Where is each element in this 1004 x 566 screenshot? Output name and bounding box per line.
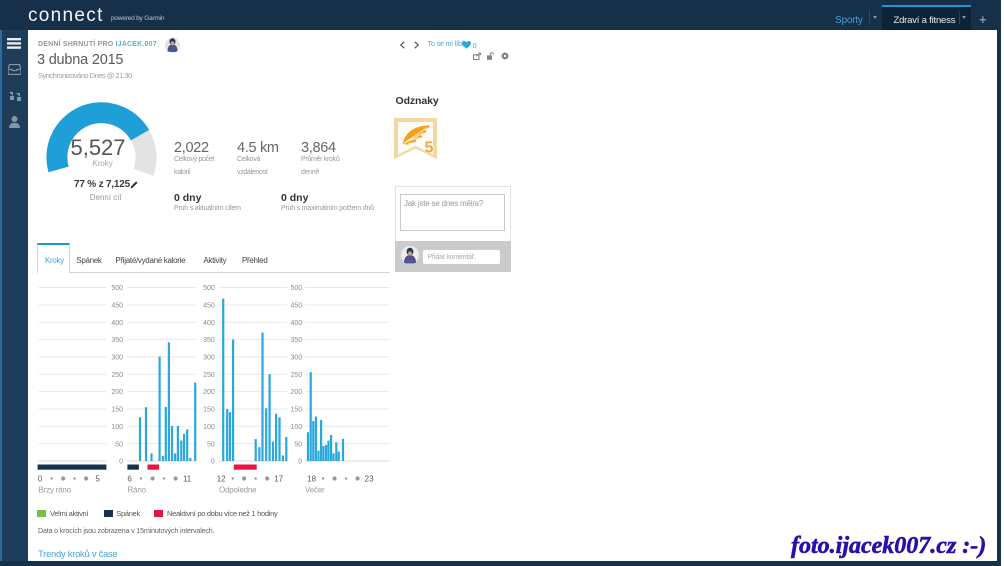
svg-text:50: 50	[207, 441, 215, 448]
svg-text:17: 17	[274, 475, 283, 484]
svg-text:350: 350	[203, 337, 215, 344]
svg-text:400: 400	[203, 320, 215, 327]
svg-text:450: 450	[291, 302, 303, 309]
svg-text:300: 300	[291, 355, 303, 362]
svg-text:400: 400	[291, 320, 303, 327]
svg-text:50: 50	[294, 441, 302, 448]
svg-text:0: 0	[211, 459, 215, 466]
svg-text:5: 5	[95, 475, 100, 484]
svg-text:6: 6	[127, 475, 132, 484]
svg-text:0: 0	[298, 459, 302, 466]
svg-text:350: 350	[291, 337, 303, 344]
svg-text:18: 18	[307, 475, 316, 484]
svg-text:500: 500	[291, 285, 303, 292]
svg-text:250: 250	[291, 372, 303, 379]
svg-text:23: 23	[365, 475, 374, 484]
svg-text:250: 250	[111, 372, 123, 379]
svg-text:500: 500	[111, 285, 123, 292]
svg-text:300: 300	[111, 355, 123, 362]
svg-text:Odpoledne: Odpoledne	[219, 486, 257, 495]
svg-text:0: 0	[38, 475, 43, 484]
svg-text:50: 50	[115, 441, 123, 448]
svg-text:100: 100	[291, 424, 303, 431]
svg-text:450: 450	[203, 302, 215, 309]
svg-text:350: 350	[111, 337, 123, 344]
svg-text:300: 300	[203, 355, 215, 362]
svg-text:0: 0	[119, 459, 123, 466]
svg-text:200: 200	[291, 389, 303, 396]
svg-text:150: 150	[291, 407, 303, 414]
svg-text:150: 150	[111, 407, 123, 414]
svg-text:100: 100	[203, 424, 215, 431]
svg-text:Večer: Večer	[305, 486, 325, 495]
svg-text:250: 250	[203, 372, 215, 379]
svg-text:12: 12	[217, 475, 226, 484]
svg-text:Brzy ráno: Brzy ráno	[39, 486, 72, 495]
svg-text:150: 150	[203, 407, 215, 414]
svg-text:400: 400	[111, 320, 123, 327]
svg-text:5: 5	[425, 140, 434, 157]
svg-text:11: 11	[183, 475, 192, 484]
svg-text:500: 500	[203, 285, 215, 292]
svg-text:450: 450	[111, 302, 123, 309]
svg-text:Ráno: Ráno	[128, 486, 147, 495]
svg-text:200: 200	[203, 389, 215, 396]
svg-text:200: 200	[111, 389, 123, 396]
svg-text:100: 100	[111, 424, 123, 431]
